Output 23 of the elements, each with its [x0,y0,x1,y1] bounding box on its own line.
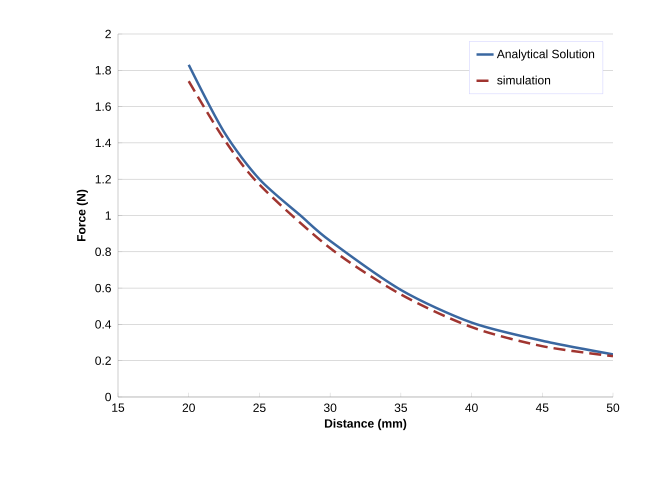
y-tick-label: 1.4 [96,138,112,148]
x-tick-label: 20 [182,404,195,412]
x-tick-label: 25 [253,404,266,412]
y-tick-label: 0.4 [95,320,112,329]
y-tick-label: 1.8 [96,66,111,75]
y-tick-label: 1 [106,211,111,220]
x-tick-label: 50 [606,404,620,412]
y-tick-label: 1.6 [96,102,111,111]
x-axis-title: Distance (mm) [324,418,406,430]
y-tick-label: 0.2 [95,356,111,365]
y-tick-label: 2 [105,30,111,38]
y-tick-label: 0 [105,392,112,402]
x-tick-label: 35 [394,404,408,412]
x-tick-label: 30 [324,404,336,412]
y-tick-label: 1.2 [96,175,111,184]
y-tick-label: 0.6 [95,284,111,292]
x-tick-label: 45 [536,404,548,412]
y-axis-title: Force (N) [76,190,88,242]
legend-label: Analytical Solution [496,49,594,61]
legend-label: simulation [497,76,550,84]
x-tick-label: 15 [112,404,124,412]
x-tick-label: 40 [465,404,478,412]
y-tick-label: 0.8 [95,248,111,256]
